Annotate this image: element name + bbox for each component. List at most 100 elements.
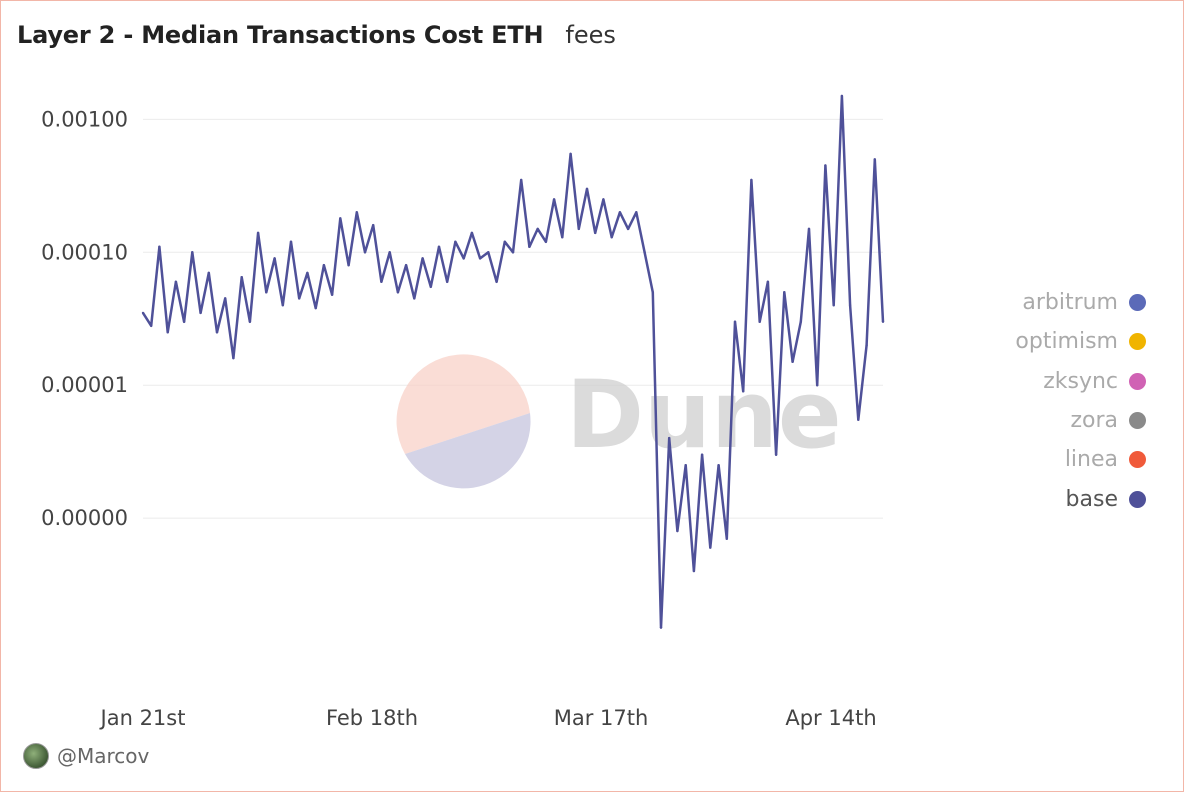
data-point[interactable] [684, 464, 687, 467]
legend-item-zora[interactable]: zora [961, 401, 1146, 440]
data-point[interactable] [824, 164, 827, 167]
data-point[interactable] [380, 280, 383, 283]
data-point[interactable] [273, 257, 276, 260]
data-point[interactable] [330, 293, 334, 296]
data-point[interactable] [306, 271, 309, 275]
data-point[interactable] [199, 311, 202, 315]
data-point[interactable] [733, 320, 737, 323]
data-point[interactable] [150, 324, 153, 327]
data-point[interactable] [232, 356, 235, 360]
data-point[interactable] [635, 211, 638, 214]
legend-color-swatch [1129, 294, 1146, 312]
data-point[interactable] [618, 211, 622, 214]
data-point[interactable] [832, 304, 835, 307]
data-point[interactable] [709, 546, 712, 549]
data-point[interactable] [322, 264, 326, 267]
data-point[interactable] [725, 537, 728, 540]
data-point[interactable] [462, 257, 465, 260]
data-point[interactable] [742, 390, 745, 393]
legend-item-linea[interactable]: linea [961, 440, 1146, 479]
legend-item-arbitrum[interactable]: arbitrum [961, 283, 1146, 322]
data-point[interactable] [503, 240, 506, 243]
data-point[interactable] [215, 331, 219, 334]
data-point[interactable] [372, 224, 375, 227]
data-point[interactable] [191, 251, 194, 254]
data-point[interactable] [857, 418, 860, 421]
data-point[interactable] [240, 276, 243, 279]
author-name[interactable]: @Marcov [57, 744, 150, 768]
data-point[interactable] [454, 240, 457, 243]
data-point[interactable] [355, 211, 358, 214]
data-point[interactable] [281, 304, 284, 307]
legend-item-base[interactable]: base [961, 479, 1146, 518]
data-point[interactable] [470, 231, 474, 235]
data-point[interactable] [766, 280, 770, 283]
data-point[interactable] [224, 297, 227, 300]
data-point[interactable] [676, 529, 679, 533]
data-point[interactable] [289, 240, 293, 243]
data-point[interactable] [182, 320, 186, 323]
data-point[interactable] [840, 94, 844, 98]
legend-item-zksync[interactable]: zksync [961, 362, 1146, 401]
data-point[interactable] [750, 178, 753, 182]
data-point[interactable] [446, 280, 449, 283]
data-point[interactable] [692, 569, 696, 573]
data-point[interactable] [347, 264, 350, 267]
data-point[interactable] [569, 152, 572, 156]
data-point[interactable] [700, 453, 704, 456]
data-point[interactable] [536, 227, 539, 231]
data-point[interactable] [158, 245, 161, 248]
data-point[interactable] [487, 251, 490, 254]
data-point[interactable] [437, 245, 441, 248]
data-point[interactable] [207, 271, 210, 275]
data-point[interactable] [585, 187, 589, 191]
data-point[interactable] [363, 251, 367, 254]
data-point[interactable] [388, 251, 391, 254]
data-point[interactable] [298, 297, 301, 300]
data-point[interactable] [873, 158, 876, 161]
data-point[interactable] [791, 360, 794, 363]
data-point[interactable] [602, 198, 605, 201]
data-point[interactable] [256, 231, 260, 235]
data-point[interactable] [552, 198, 556, 201]
data-point[interactable] [594, 231, 597, 235]
data-point[interactable] [478, 257, 482, 260]
data-point[interactable] [265, 291, 268, 294]
data-point[interactable] [561, 236, 564, 239]
data-point[interactable] [520, 178, 523, 182]
data-point[interactable] [865, 344, 868, 347]
data-point[interactable] [651, 291, 654, 294]
data-point[interactable] [248, 320, 252, 323]
data-point[interactable] [314, 306, 317, 310]
data-point[interactable] [495, 280, 498, 283]
data-point[interactable] [577, 227, 580, 231]
data-point[interactable] [141, 311, 145, 315]
data-point[interactable] [396, 291, 400, 294]
series-line-base[interactable] [141, 94, 885, 629]
data-point[interactable] [413, 297, 416, 300]
data-point[interactable] [758, 320, 761, 323]
data-point[interactable] [610, 236, 613, 239]
data-point[interactable] [174, 280, 178, 283]
data-point[interactable] [429, 285, 432, 288]
data-point[interactable] [881, 320, 885, 323]
data-point[interactable] [339, 217, 342, 220]
data-point[interactable] [404, 264, 408, 267]
data-point[interactable] [511, 251, 515, 254]
data-point[interactable] [166, 331, 169, 334]
data-point[interactable] [783, 291, 786, 294]
data-point[interactable] [774, 453, 778, 456]
data-point[interactable] [848, 304, 852, 307]
data-point[interactable] [528, 245, 531, 248]
data-point[interactable] [668, 436, 671, 440]
data-point[interactable] [717, 464, 720, 467]
data-point[interactable] [643, 251, 646, 254]
legend-item-optimism[interactable]: optimism [961, 322, 1146, 361]
data-point[interactable] [807, 227, 811, 231]
data-point[interactable] [659, 626, 663, 629]
data-point[interactable] [544, 240, 548, 243]
data-point[interactable] [816, 384, 819, 387]
data-point[interactable] [626, 227, 630, 231]
data-point[interactable] [421, 257, 424, 260]
data-point[interactable] [799, 320, 802, 323]
